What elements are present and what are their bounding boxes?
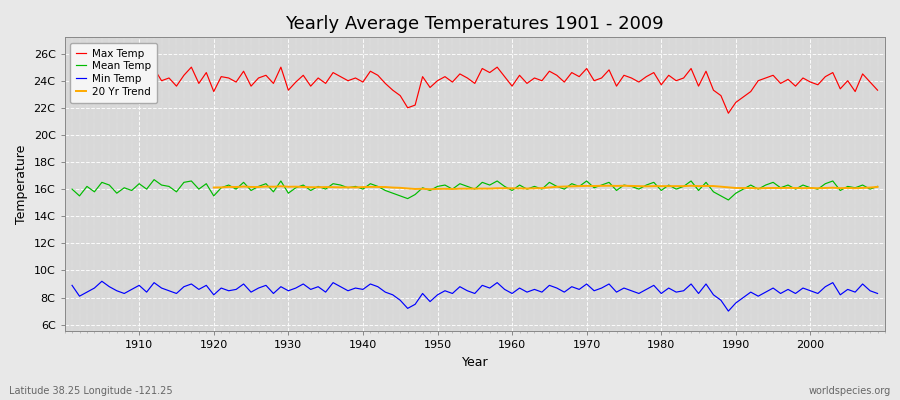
Max Temp — [514, 73, 525, 78]
Max Temp — [872, 88, 883, 92]
Mean Temp — [126, 188, 137, 193]
Line: Min Temp: Min Temp — [72, 281, 878, 311]
Max Temp — [126, 93, 137, 98]
20 Yr Trend — [298, 184, 309, 189]
X-axis label: Year: Year — [462, 356, 488, 369]
Min Temp — [67, 283, 77, 288]
Text: worldspecies.org: worldspecies.org — [809, 386, 891, 396]
Mean Temp — [507, 188, 517, 193]
20 Yr Trend — [410, 186, 420, 191]
Mean Temp — [604, 180, 615, 185]
20 Yr Trend — [686, 183, 697, 188]
20 Yr Trend — [790, 186, 801, 190]
Mean Temp — [148, 177, 159, 182]
Title: Yearly Average Temperatures 1901 - 2009: Yearly Average Temperatures 1901 - 2009 — [285, 15, 664, 33]
Max Temp — [298, 73, 309, 78]
Mean Temp — [298, 183, 309, 188]
Line: 20 Yr Trend: 20 Yr Trend — [214, 186, 878, 189]
Line: Mean Temp: Mean Temp — [72, 180, 878, 200]
Min Temp — [134, 283, 145, 288]
20 Yr Trend — [857, 186, 868, 190]
Max Temp — [604, 68, 615, 72]
Line: Max Temp: Max Temp — [72, 67, 878, 113]
20 Yr Trend — [208, 185, 220, 190]
Max Temp — [507, 84, 517, 88]
Mean Temp — [723, 198, 734, 202]
Y-axis label: Temperature: Temperature — [15, 145, 28, 224]
Min Temp — [514, 286, 525, 290]
Max Temp — [67, 90, 77, 95]
20 Yr Trend — [775, 186, 786, 190]
Min Temp — [507, 291, 517, 296]
Mean Temp — [343, 185, 354, 190]
20 Yr Trend — [872, 184, 883, 189]
Min Temp — [872, 291, 883, 296]
Mean Temp — [872, 184, 883, 189]
Min Temp — [343, 288, 354, 293]
Min Temp — [298, 282, 309, 286]
Text: Latitude 38.25 Longitude -121.25: Latitude 38.25 Longitude -121.25 — [9, 386, 173, 396]
20 Yr Trend — [604, 183, 615, 188]
Max Temp — [186, 65, 197, 70]
Min Temp — [604, 282, 615, 286]
Mean Temp — [514, 183, 525, 188]
Mean Temp — [67, 187, 77, 192]
Legend: Max Temp, Mean Temp, Min Temp, 20 Yr Trend: Max Temp, Mean Temp, Min Temp, 20 Yr Tre… — [70, 42, 157, 103]
Min Temp — [723, 309, 734, 314]
Max Temp — [343, 78, 354, 83]
20 Yr Trend — [425, 187, 436, 192]
Min Temp — [96, 279, 107, 284]
Max Temp — [723, 111, 734, 116]
